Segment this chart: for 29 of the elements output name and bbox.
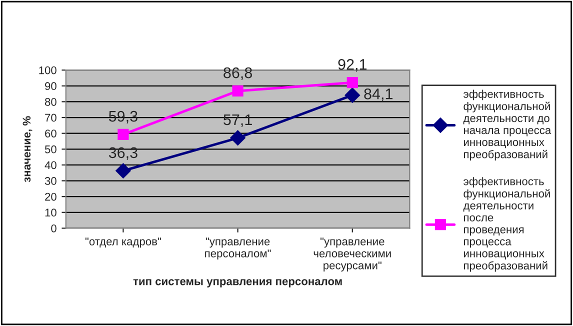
y-tick-label: 100 <box>39 66 56 74</box>
y-tick-label: 0 <box>51 224 56 232</box>
y-tick-label: 50 <box>44 145 56 154</box>
data-label: 36,3 <box>108 147 138 160</box>
legend-label: эффективность функциональной деятельности после проведения процесса инновационных преобразований <box>463 177 550 272</box>
y-tick-label: 10 <box>45 208 56 217</box>
y-tick-label: 20 <box>45 192 56 201</box>
x-tick-label: "отдел кадров" <box>85 238 161 248</box>
x-tick-label: "управление персоналом" <box>205 238 271 260</box>
point <box>232 85 244 97</box>
y-tick-label: 60 <box>45 130 56 138</box>
legend-label: эффективность функциональной деятельности до начала процесса инновационных преобразований <box>463 90 552 160</box>
data-label: 84,1 <box>364 88 392 102</box>
point <box>116 163 131 178</box>
y-tick-label: 90 <box>45 82 56 90</box>
x-axis-title: тип системы управления персоналом <box>133 279 342 288</box>
point <box>230 130 246 146</box>
y-tick-label: 70 <box>45 114 56 122</box>
y-axis-title: значение, % <box>22 116 32 182</box>
y-tick-label: 30 <box>44 177 56 185</box>
point <box>346 77 358 88</box>
point <box>344 88 360 103</box>
data-label: 86,8 <box>224 67 252 80</box>
x-tick-label: "управление человеческими ресурсами" <box>314 238 391 272</box>
y-tick-label: 40 <box>44 161 56 170</box>
data-label: 92,1 <box>338 59 367 72</box>
y-tick-label: 80 <box>44 98 56 106</box>
point <box>118 128 129 140</box>
data-label: 57,1 <box>224 114 252 127</box>
